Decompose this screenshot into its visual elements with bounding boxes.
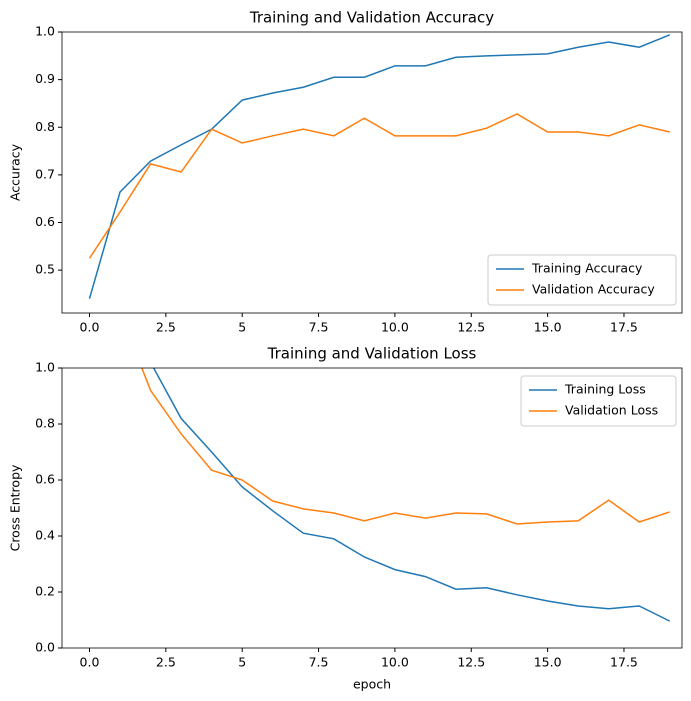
x-tick-label: 5 — [238, 320, 246, 335]
x-tick-label: 0.0 — [80, 655, 100, 670]
chart-title: Training and Validation Loss — [267, 345, 477, 363]
x-tick-label: 2.5 — [156, 655, 176, 670]
x-axis-label: epoch — [353, 677, 391, 692]
axes-frame — [61, 31, 683, 314]
x-tick-label: 12.5 — [457, 320, 485, 335]
legend-box — [520, 375, 677, 427]
y-tick-label: 0.8 — [35, 416, 55, 431]
legend-box — [487, 254, 677, 306]
legend-label: Training Loss — [564, 382, 646, 397]
legend-label: Training Accuracy — [531, 261, 643, 276]
line-series — [88, 113, 670, 259]
plot-area — [88, 34, 671, 299]
y-axis-label: Cross Entropy — [8, 464, 23, 551]
y-tick-label: 1.0 — [35, 360, 55, 375]
y-tick-label: 1.0 — [35, 24, 55, 39]
line-series — [141, 368, 671, 525]
chart-title: Training and Validation Accuracy — [249, 9, 494, 27]
legend-label: Validation Accuracy — [532, 282, 655, 297]
y-tick-label: 0.4 — [35, 528, 55, 543]
x-tick-label: 17.5 — [610, 655, 638, 670]
y-tick-label: 0.0 — [35, 640, 55, 655]
x-tick-label: 15.0 — [534, 320, 562, 335]
legend-label: Validation Loss — [565, 403, 658, 418]
x-tick-label: 0.0 — [80, 320, 100, 335]
x-tick-label: 15.0 — [534, 655, 562, 670]
line-series — [152, 368, 671, 622]
x-tick-label: 10.0 — [381, 655, 409, 670]
x-tick-label: 2.5 — [156, 320, 176, 335]
y-tick-label: 0.6 — [35, 214, 55, 229]
y-tick-label: 0.6 — [35, 472, 55, 487]
x-tick-label: 12.5 — [457, 655, 485, 670]
y-tick-label: 0.2 — [35, 584, 55, 599]
y-tick-label: 0.7 — [35, 166, 55, 181]
y-tick-label: 0.9 — [35, 71, 55, 86]
x-tick-label: 7.5 — [309, 320, 329, 335]
x-tick-label: 5 — [238, 655, 246, 670]
x-tick-label: 10.0 — [381, 320, 409, 335]
line-series — [88, 34, 671, 299]
y-axis-label: Accuracy — [8, 143, 23, 201]
axes-frame — [61, 367, 683, 649]
y-tick-label: 0.8 — [35, 119, 55, 134]
y-tick-label: 0.5 — [35, 262, 55, 277]
plot-area — [141, 368, 671, 622]
x-tick-label: 17.5 — [610, 320, 638, 335]
x-tick-label: 7.5 — [309, 655, 329, 670]
